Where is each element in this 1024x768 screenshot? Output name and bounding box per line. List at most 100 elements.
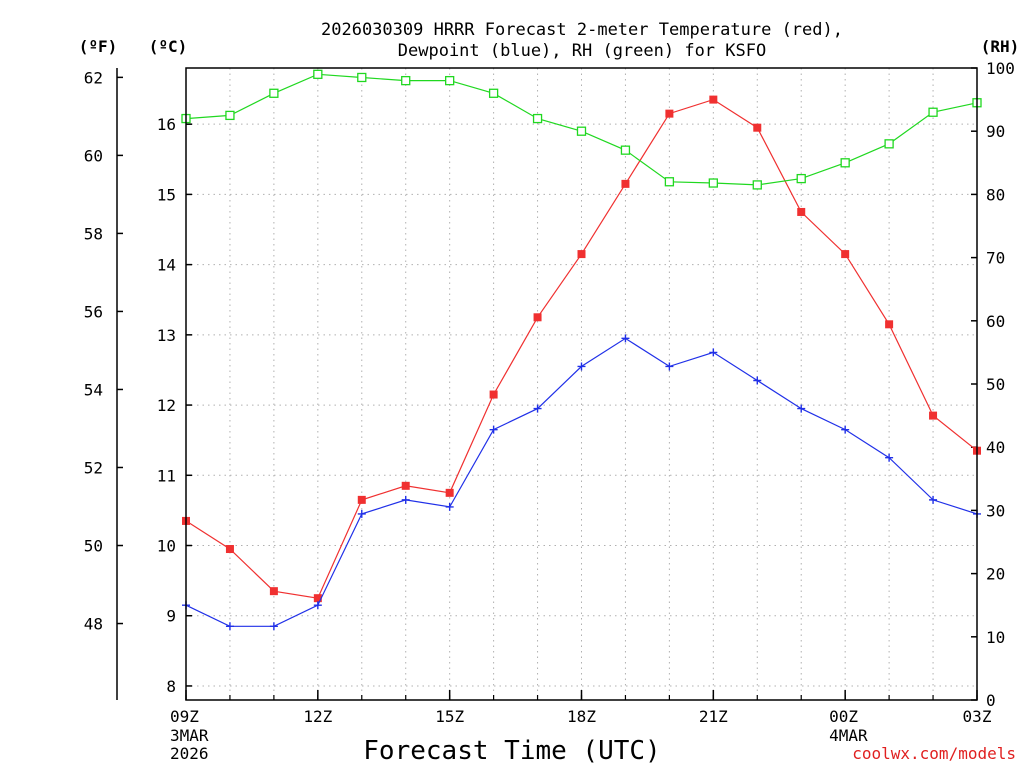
time-tick-label: 00Z [829,707,858,726]
credit-text: coolwx.com/models [852,744,1016,763]
plot-frame [185,67,978,701]
celsius-tick-label: 15 [157,185,176,204]
dewpoint-point [621,334,630,343]
celsius-tick-label: 8 [166,677,176,696]
time-tick-label: 15Z [435,707,464,726]
rh-point [884,139,894,149]
dewpoint-point [841,425,850,434]
fahrenheit-tick-label: 58 [84,224,103,243]
fahrenheit-unit-label: (ºF) [79,37,118,56]
dewpoint-point [313,601,322,610]
time-tick-sublabel: 2026 [170,744,209,763]
fahrenheit-tick-label: 54 [84,380,103,399]
rh-point [796,173,806,184]
rh-tick-label: 70 [986,249,1005,268]
celsius-ticks: 8 9 10 11 12 13 14 15 16 [157,115,192,696]
fahrenheit-tick-label: 48 [84,615,103,634]
dewpoint-point [401,495,410,504]
rh-point [840,158,850,168]
rh-point [576,126,587,136]
temperature-point [313,594,322,603]
rh-point [620,145,631,155]
temperature-point [929,411,938,420]
temperature-point [357,495,366,504]
time-tick-label: 18Z [567,707,596,726]
fahrenheit-tick-label: 52 [84,458,103,477]
celsius-tick-label: 16 [157,115,176,134]
temperature-point [621,179,630,188]
time-tick-label: 12Z [303,707,332,726]
dewpoint-point [929,495,938,504]
chart-title: 2026030309 HRRR Forecast 2-meter Tempera… [321,20,843,40]
temperature-point [445,488,454,497]
dewpoint-point [489,425,498,434]
fahrenheit-tick-label: 50 [84,537,103,556]
celsius-tick-label: 9 [166,607,176,626]
celsius-tick-label: 14 [157,256,176,275]
temperature-point [269,587,278,596]
rh-point [357,72,367,83]
time-tick-label: 21Z [699,707,728,726]
time-tick-sublabel: 4MAR [829,726,868,745]
rh-ticks: 0 10 20 30 40 50 60 70 80 90 100 [971,59,1015,710]
rh-tick-label: 80 [986,185,1005,204]
temperature-point [401,481,410,490]
time-tick-label: 09Z [170,707,199,726]
celsius-tick-label: 11 [157,466,176,485]
dewpoint-point [797,404,806,413]
rh-point [532,113,543,124]
data-series [181,69,982,631]
temperature-point [753,123,762,132]
rh-tick-label: 50 [986,375,1005,394]
rh-point [313,69,323,79]
dewpoint-point [885,453,894,462]
dewpoint-point [709,348,718,357]
rh-point [752,180,762,190]
fahrenheit-tick-label: 56 [84,302,103,321]
celsius-tick-label: 13 [157,326,176,345]
temperature-point [489,390,498,399]
chart-subtitle: Dewpoint (blue), RH (green) for KSFO [398,41,766,61]
rh-point [708,178,718,188]
grid-lines [185,68,978,700]
rh-unit-label: (RH) [981,37,1020,56]
dewpoint-point [533,404,542,413]
rh-point [488,88,499,98]
dewpoint-point [225,622,234,631]
celsius-unit-label: (ºC) [149,37,188,56]
time-tick-label: 03Z [963,707,992,726]
temperature-point [797,207,806,216]
dewpoint-point [753,376,762,385]
dewpoint-point [445,502,454,511]
rh-tick-label: 0 [986,691,996,710]
rh-point [928,107,938,117]
fahrenheit-tick-label: 60 [84,146,103,165]
x-axis-title: Forecast Time (UTC) [363,736,660,766]
rh-point [225,110,235,121]
rh-tick-label: 90 [986,122,1005,141]
temperature-point [665,109,674,118]
rh-tick-label: 10 [986,628,1005,647]
rh-tick-label: 60 [986,312,1005,331]
rh-point [664,177,675,187]
temperature-point [709,95,718,104]
rh-point [269,88,279,98]
rh-tick-label: 40 [986,438,1005,457]
rh-point [445,75,455,86]
dewpoint-point [577,362,586,371]
celsius-tick-label: 10 [157,537,176,556]
dewpoint-point [357,509,366,518]
temperature-point [225,545,234,554]
fahrenheit-ticks: 48 50 52 54 56 58 60 62 [84,68,123,634]
temperature-point [577,250,586,259]
dewpoint-point [269,622,278,631]
temperature-point [841,250,850,259]
dewpoint-point [665,362,674,371]
rh-tick-label: 100 [986,59,1015,78]
fahrenheit-tick-label: 62 [84,68,103,87]
celsius-tick-label: 12 [157,396,176,415]
temperature-point [533,313,542,322]
rh-tick-label: 30 [986,501,1005,520]
